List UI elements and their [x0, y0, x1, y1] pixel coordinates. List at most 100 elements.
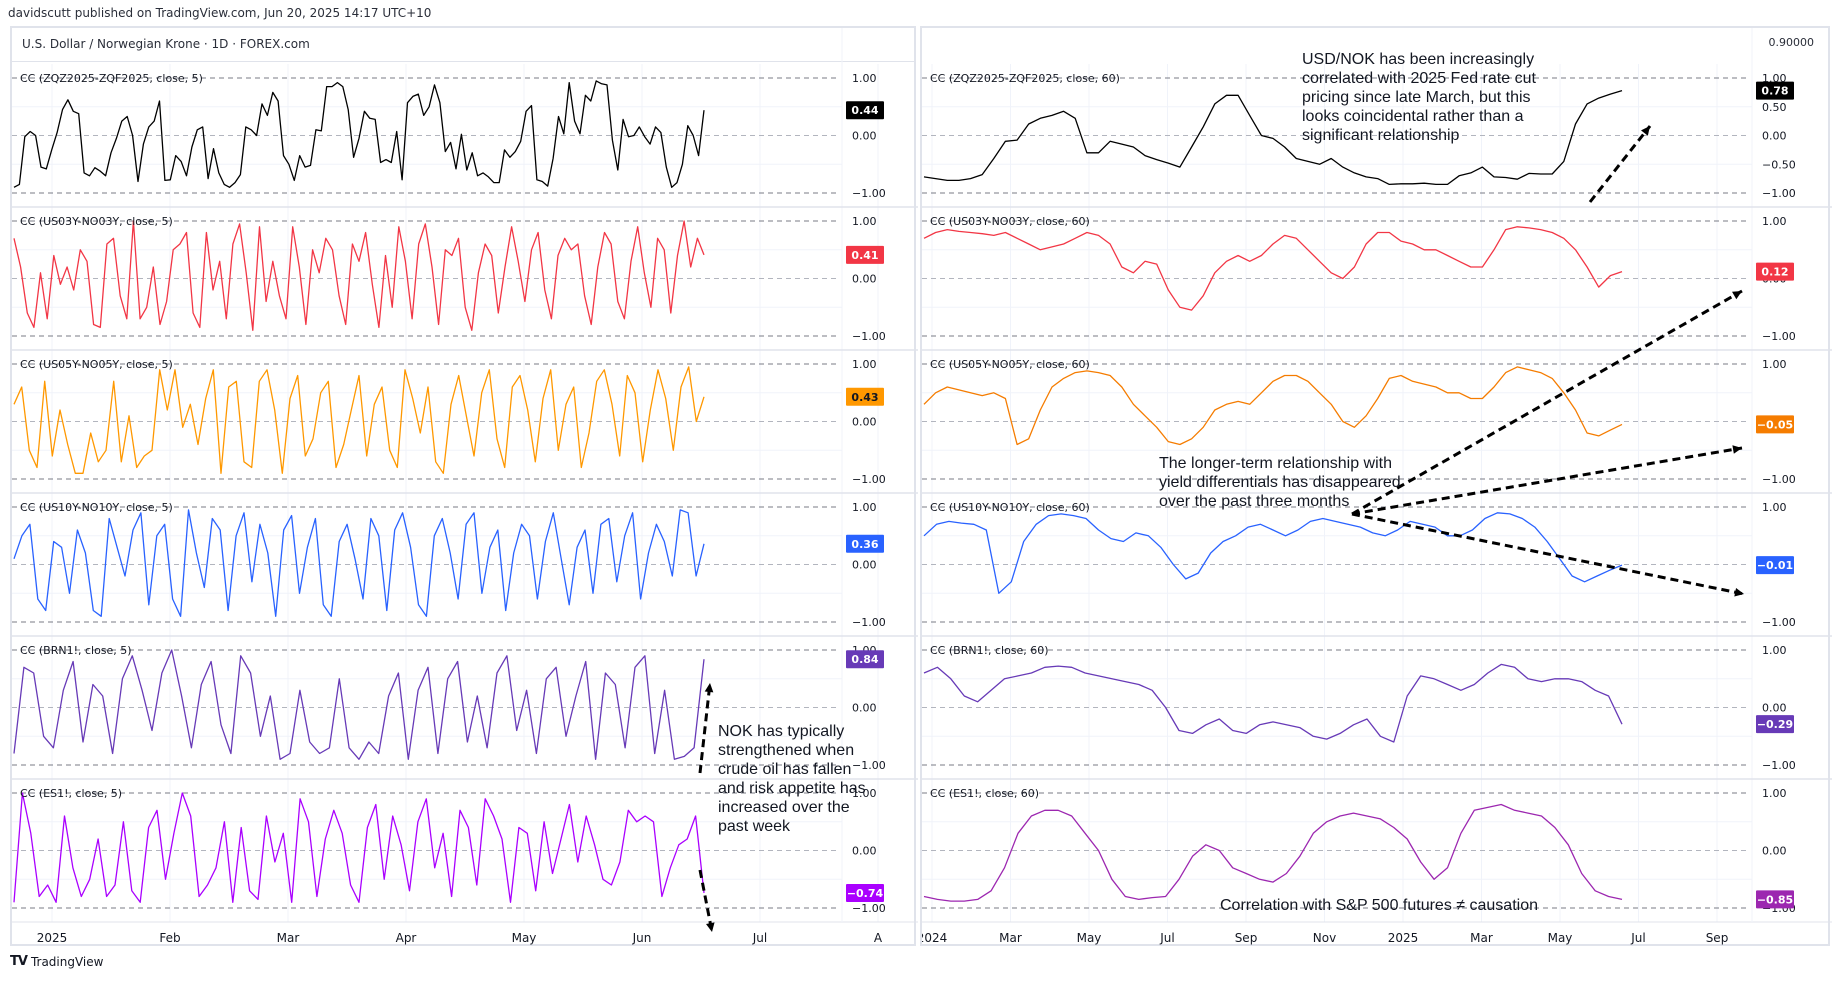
- last-value-text: 0.78: [1761, 85, 1788, 98]
- y-tick-label: −1.00: [1762, 330, 1796, 343]
- pane-title: CC (ES1!, close, 60): [930, 787, 1039, 800]
- y-tick-label: 1.00: [852, 72, 877, 85]
- series-line: [13, 80, 705, 188]
- series-line: [13, 649, 705, 760]
- last-value-badge: [846, 884, 884, 903]
- y-tick-label: 0.00: [852, 559, 877, 572]
- y-tick-label: −1.00: [1762, 616, 1796, 629]
- arrow-fed-up: [1588, 125, 1652, 203]
- publish-info: davidscutt published on TradingView.com,…: [8, 6, 432, 20]
- last-value-badge: [846, 101, 884, 120]
- last-value-badge: [846, 245, 884, 264]
- series-line: [923, 366, 1623, 446]
- footer: TV TradingView: [10, 954, 103, 969]
- last-value-text: 0.12: [1761, 266, 1788, 279]
- annotation-yields: The longer-term relationship with yield …: [1159, 455, 1401, 510]
- y-tick-label: 0.00: [852, 130, 877, 143]
- last-value-text: −0.74: [847, 887, 884, 900]
- y-tick-label: −1.00: [852, 330, 886, 343]
- left-chart-panel[interactable]: U.S. Dollar / Norwegian Krone · 1D · FOR…: [10, 26, 918, 948]
- series-line: [13, 792, 705, 903]
- y-tick-label: 0.00: [1762, 130, 1787, 143]
- x-tick-label: May: [1548, 931, 1573, 945]
- last-value-badge: [1756, 556, 1794, 575]
- pane-title: CC (BRN1!, close, 60): [930, 644, 1049, 657]
- series-line: [923, 803, 1623, 902]
- y-tick-label: 1.00: [852, 501, 877, 514]
- x-tick-label: A: [874, 931, 883, 945]
- x-tick-label: Feb: [159, 931, 180, 945]
- y-tick-label: 0.00: [852, 702, 877, 715]
- right-chart-panel[interactable]: 0.90000 2024 Mar May Jul Sep Nov 2025 Mar May Jul…: [920, 26, 1832, 948]
- arrow-yields-10y-head: [1734, 587, 1744, 597]
- last-value-text: 0.44: [851, 104, 878, 117]
- footer-brand: TradingView: [30, 954, 104, 969]
- pane-title: CC (US03Y-NO03Y, close, 60): [930, 215, 1090, 228]
- x-tick-label: Sep: [1706, 931, 1729, 945]
- last-value-badge: [1756, 890, 1794, 909]
- tradingview-logo-icon: TV: [10, 954, 28, 969]
- y-tick-label: 0.00: [1762, 702, 1787, 715]
- y-tick-label: 0.00: [852, 845, 877, 858]
- y-tick-label: −0.50: [1762, 158, 1796, 171]
- y-tick-label: 0.00: [852, 273, 877, 286]
- y-tick-label: −1.00: [1762, 187, 1796, 200]
- last-value-badge: [1756, 81, 1794, 100]
- last-value-badge: [846, 534, 884, 553]
- arrow-brent-up: [698, 682, 712, 774]
- y-tick-label: 1.00: [1762, 215, 1787, 228]
- x-tick-label: Apr: [396, 931, 417, 945]
- x-tick-label: Jul: [752, 931, 767, 945]
- y-tick-label: 1.00: [1762, 501, 1787, 514]
- x-tick-label: 2025: [1388, 931, 1419, 945]
- x-tick-label: Mar: [1470, 931, 1493, 945]
- left-chart-svg[interactable]: 2025 Feb Mar Apr May Jun Jul A 1.00 0.00 −1.00 CC (…: [12, 28, 918, 948]
- header-scale-label: 0.90000: [1768, 36, 1815, 49]
- last-value-badge: [846, 387, 884, 406]
- y-tick-label: −1.00: [852, 902, 886, 915]
- y-tick-label: 0.00: [852, 416, 877, 429]
- series-line: [923, 512, 1623, 594]
- last-value-text: −0.01: [1757, 559, 1793, 572]
- series-line: [923, 663, 1623, 743]
- arrow-yields-3y: [1351, 289, 1743, 516]
- x-tick-label: May: [512, 931, 537, 945]
- pane-title: CC (BRN1!, close, 5): [20, 644, 132, 657]
- arrow-yields-10y: [1351, 512, 1745, 596]
- y-tick-label: −1.00: [852, 473, 886, 486]
- arrow-fed-up-head: [1641, 126, 1650, 136]
- series-line: [13, 366, 705, 474]
- y-tick-label: 1.00: [1762, 644, 1787, 657]
- last-value-text: 0.41: [851, 249, 878, 262]
- y-tick-label: −1.00: [1762, 473, 1796, 486]
- x-tick-label: 2024: [922, 931, 947, 945]
- last-value-text: 0.84: [851, 653, 878, 666]
- last-value-text: −0.05: [1757, 418, 1793, 431]
- pane-title: CC (ZQZ2025-ZQF2025, close, 5): [20, 72, 203, 85]
- series-line: [923, 89, 1623, 186]
- x-tick-label: Mar: [277, 931, 300, 945]
- y-tick-label: 1.00: [1762, 787, 1787, 800]
- pane-title: CC (US05Y-NO05Y, close, 60): [930, 358, 1090, 371]
- last-value-text: 0.43: [851, 391, 878, 404]
- pane-title: CC (US10Y-NO10Y, close, 60): [930, 501, 1090, 514]
- y-tick-label: −1.00: [852, 187, 886, 200]
- y-tick-label: 1.00: [852, 787, 877, 800]
- x-tick-label: Jul: [1630, 931, 1645, 945]
- last-value-badge: [846, 650, 884, 669]
- x-tick-label: 2025: [37, 931, 68, 945]
- annotation-nok: NOK has typically strengthened when crud…: [718, 723, 866, 835]
- series-line: [13, 220, 705, 331]
- series-line: [923, 226, 1623, 311]
- y-tick-label: 0.00: [1762, 845, 1787, 858]
- x-tick-label: Mar: [999, 931, 1022, 945]
- y-tick-label: −1.00: [852, 759, 886, 772]
- last-value-badge: [1756, 415, 1794, 434]
- y-tick-label: 0.50: [1762, 101, 1787, 114]
- pane-title: CC (US10Y-NO10Y, close, 5): [20, 501, 173, 514]
- x-tick-label: Sep: [1235, 931, 1258, 945]
- last-value-badge: [1756, 715, 1794, 734]
- right-chart-svg[interactable]: 2024MarMayJulSepNov2025MarMayJulSep1.000…: [922, 28, 1832, 948]
- pane-title: CC (ZQZ2025-ZQF2025, close, 60): [930, 72, 1120, 85]
- arrow-es-down-head: [706, 922, 715, 932]
